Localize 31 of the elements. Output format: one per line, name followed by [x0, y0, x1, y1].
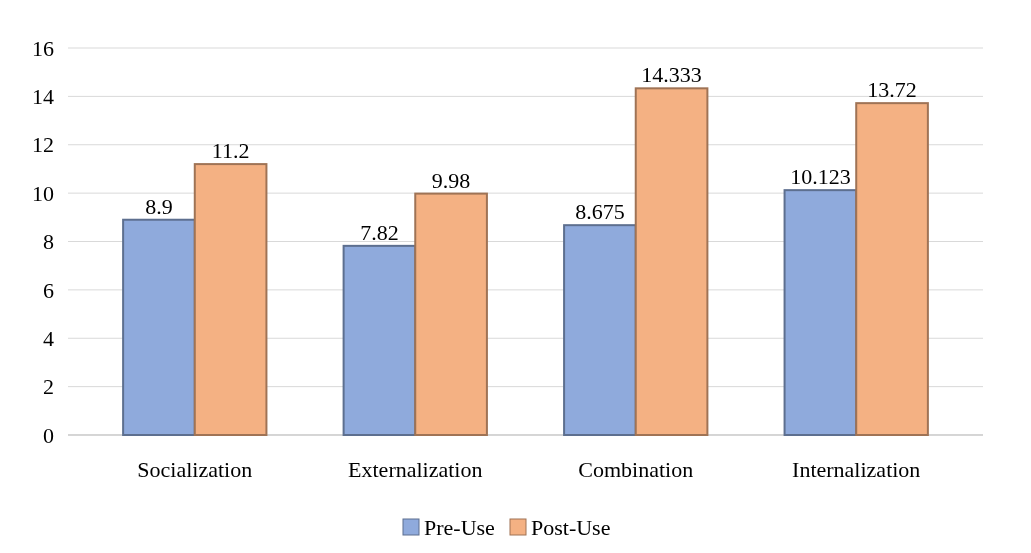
y-tick-label: 0	[43, 422, 54, 448]
data-label: 9.98	[431, 167, 471, 193]
data-label: 11.2	[211, 138, 250, 164]
bar	[122, 218, 196, 436]
data-label: 13.72	[867, 77, 917, 103]
y-tick-label: 16	[32, 35, 54, 61]
legend-label: Post-Use	[531, 514, 611, 540]
bar	[563, 224, 637, 436]
x-tick-label: Internalization	[792, 457, 921, 482]
y-tick-label: 14	[32, 84, 54, 110]
x-tick-label: Externalization	[348, 457, 483, 482]
x-tick-label: Combination	[578, 457, 694, 482]
y-tick-label: 12	[32, 132, 54, 158]
bar	[783, 189, 858, 436]
bar	[193, 163, 268, 436]
y-tick-label: 10	[32, 180, 54, 206]
y-tick-label: 2	[43, 374, 54, 400]
data-label: 8.9	[145, 193, 173, 219]
legend-label: Pre-Use	[424, 514, 495, 540]
data-label: 10.123	[790, 164, 851, 190]
bar	[342, 244, 417, 436]
y-tick-label: 6	[43, 277, 54, 303]
x-tick-label: Socialization	[137, 457, 253, 482]
y-tick-label: 4	[43, 325, 54, 351]
data-label: 8.675	[575, 199, 625, 225]
bar	[414, 192, 488, 436]
data-label: 14.333	[641, 62, 702, 88]
data-label: 7.82	[360, 219, 399, 245]
bar	[634, 87, 709, 436]
y-tick-label: 8	[43, 229, 54, 255]
bar	[855, 102, 929, 436]
